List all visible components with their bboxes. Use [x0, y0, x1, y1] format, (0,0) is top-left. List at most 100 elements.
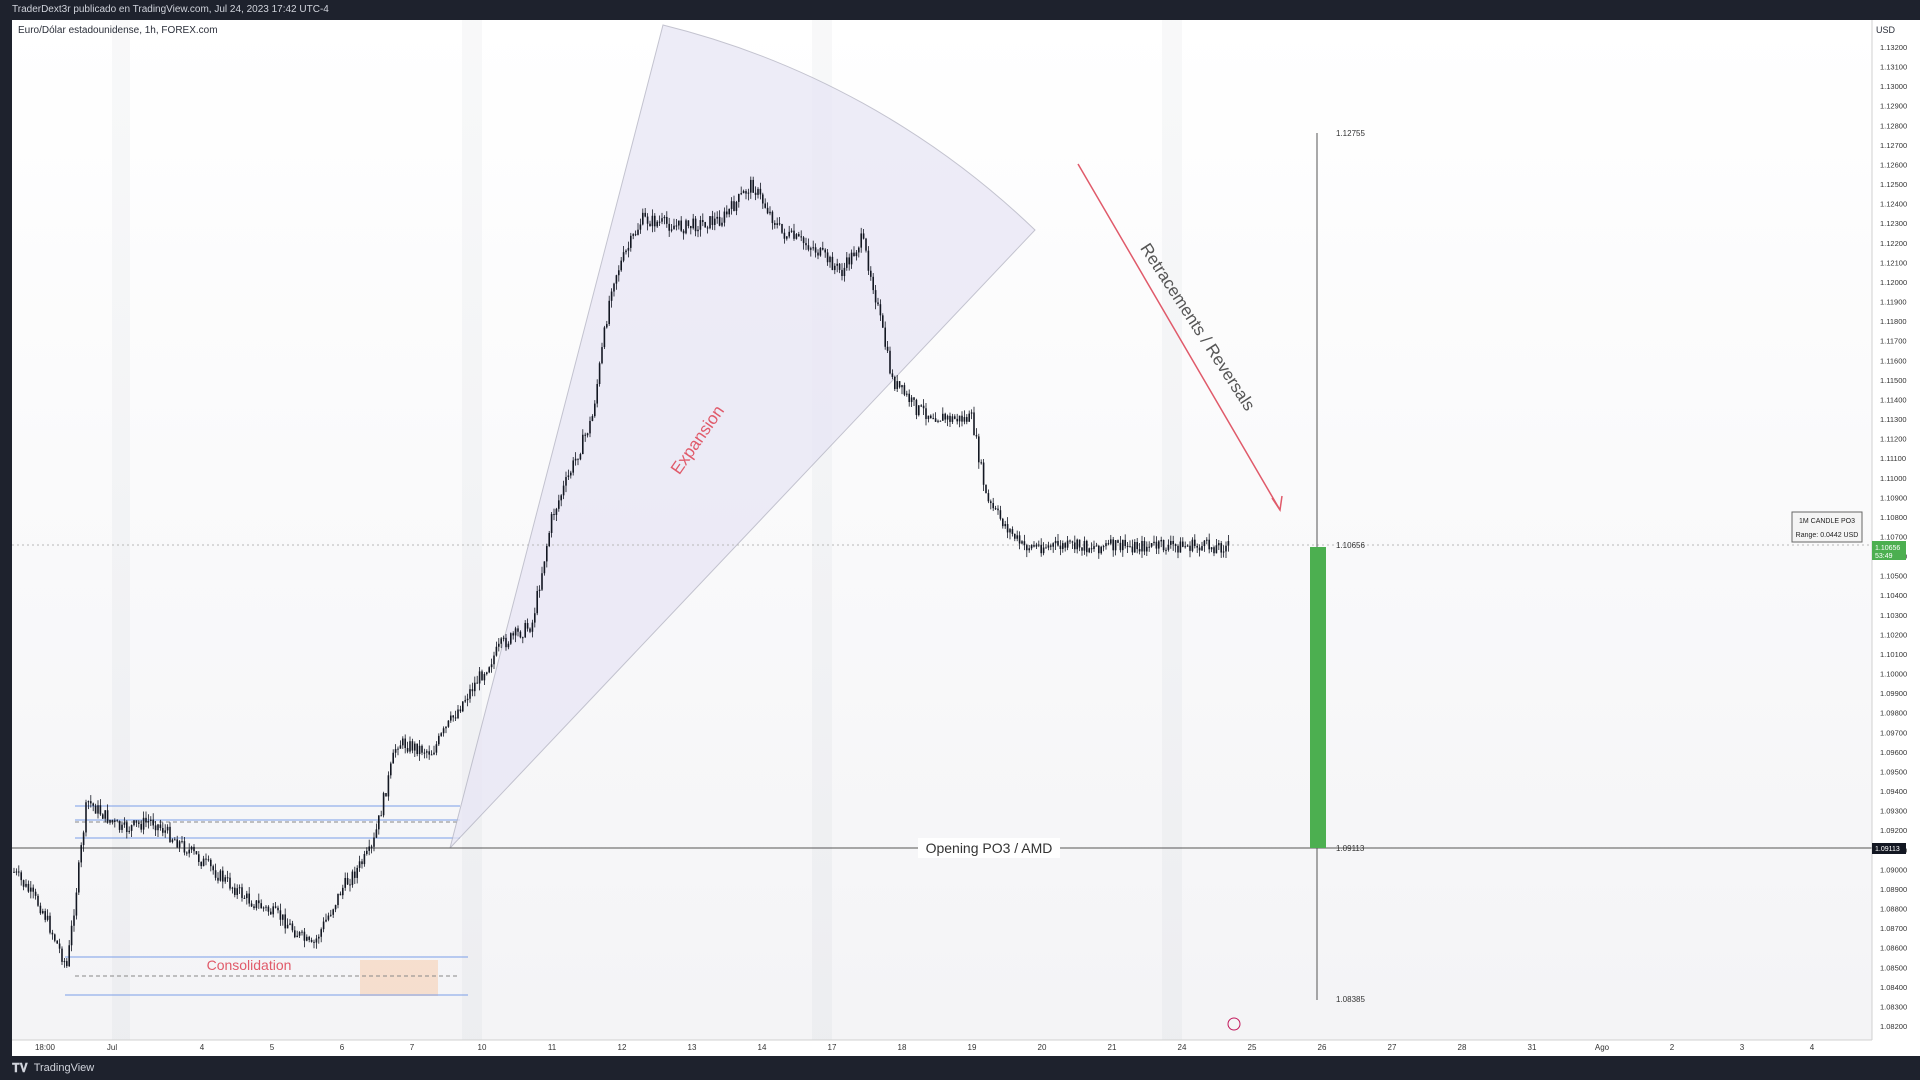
candle-body [541, 573, 543, 590]
candle-body [822, 247, 824, 250]
candle-body [723, 211, 726, 223]
candle-body [572, 460, 574, 473]
candle-body [925, 408, 927, 419]
candle-body [651, 215, 654, 227]
candle-body [171, 839, 174, 842]
candle-body [531, 622, 534, 632]
candle-body [913, 397, 915, 400]
candle-body [214, 870, 217, 878]
candle-body [889, 350, 891, 374]
candle-body [778, 223, 781, 225]
candle-body [1040, 544, 1042, 554]
candle-body [66, 961, 68, 967]
candle-body [320, 929, 322, 937]
y-tick-label: 1.10700 [1880, 533, 1907, 542]
candle-body [622, 252, 625, 261]
level-label-open: 1.09113 [1336, 844, 1365, 853]
x-tick-label: 19 [968, 1043, 977, 1052]
candle-body [886, 346, 889, 351]
candle-body [56, 940, 58, 944]
candle-body [169, 826, 171, 842]
candle-body [831, 256, 834, 271]
candle-body [1138, 549, 1141, 552]
candle-body [258, 900, 260, 904]
candle-body [536, 590, 538, 614]
candle-body [817, 252, 819, 256]
y-tick-label: 1.12600 [1880, 160, 1907, 169]
candle-body [414, 743, 416, 751]
footer-brand: TradingView [33, 1062, 95, 1074]
candle-body [586, 433, 589, 436]
candle-body [481, 671, 483, 681]
candle-body [272, 906, 274, 915]
candle-body [366, 850, 368, 854]
candle-body [781, 223, 783, 233]
candle-body [1069, 540, 1071, 542]
symbol-label[interactable]: Euro/Dólar estadounidense, 1h, FOREX.com [18, 25, 218, 36]
candle-body [882, 315, 884, 328]
candle-body [562, 485, 565, 496]
candle-body [1066, 540, 1069, 548]
candle-body [771, 211, 774, 224]
candle-body [692, 218, 694, 229]
candle-body [310, 939, 313, 942]
candle-body [1203, 540, 1206, 547]
candle-body [78, 862, 80, 893]
y-tick-label: 1.08500 [1880, 963, 1907, 972]
last-price-tag [1872, 541, 1906, 560]
candle-body [668, 223, 670, 231]
candle-body [670, 229, 673, 231]
candle-body [152, 819, 154, 826]
candle-body [37, 895, 39, 906]
x-tick-label: 20 [1038, 1043, 1047, 1052]
candle-body [474, 682, 476, 692]
candle-body [142, 817, 145, 830]
candle-body [853, 252, 855, 257]
candle-body [212, 866, 214, 871]
candle-body [1213, 547, 1215, 554]
x-tick-label: 6 [340, 1043, 345, 1052]
x-tick-label: 31 [1528, 1043, 1537, 1052]
candle-body [1057, 540, 1059, 546]
candle-body [32, 887, 34, 892]
candle-body [709, 216, 711, 229]
candle-body [471, 689, 474, 692]
candle-body [394, 749, 397, 753]
candle-body [553, 514, 555, 516]
y-tick-label: 1.12100 [1880, 258, 1907, 267]
y-tick-label: 1.09400 [1880, 787, 1907, 796]
candle-body [740, 193, 742, 195]
y-tick-label: 1.08400 [1880, 983, 1907, 992]
candle-body [1117, 540, 1119, 543]
candle-body [39, 905, 42, 914]
candle-body [783, 232, 786, 239]
candle-body [661, 218, 663, 222]
candle-body [927, 415, 930, 419]
candle-body [313, 941, 315, 943]
level-label-high: 1.12755 [1336, 129, 1365, 138]
candle-body [934, 418, 937, 422]
candle-body [327, 915, 330, 920]
candle-body [13, 871, 15, 873]
candle-body [1018, 535, 1021, 544]
candle-body [1227, 541, 1230, 546]
candle-body [294, 930, 296, 938]
candle-body [982, 462, 985, 485]
candle-body [558, 500, 560, 509]
candle-body [260, 903, 262, 909]
x-tick-label: 4 [200, 1043, 205, 1052]
candle-body [438, 735, 440, 745]
candle-body [1215, 545, 1218, 554]
x-tick-label: 18 [898, 1043, 907, 1052]
candle-body [639, 224, 642, 230]
tradingview-logo-icon[interactable]: 𝐓𝐕 [12, 1060, 28, 1075]
candle-body [879, 304, 882, 316]
candle-body [63, 961, 66, 963]
candle-body [634, 234, 637, 236]
y-tick-label: 1.10000 [1880, 670, 1907, 679]
candle-body [330, 914, 332, 916]
candle-body [877, 302, 879, 305]
x-tick-label: 28 [1458, 1043, 1467, 1052]
candle-body [603, 327, 606, 348]
